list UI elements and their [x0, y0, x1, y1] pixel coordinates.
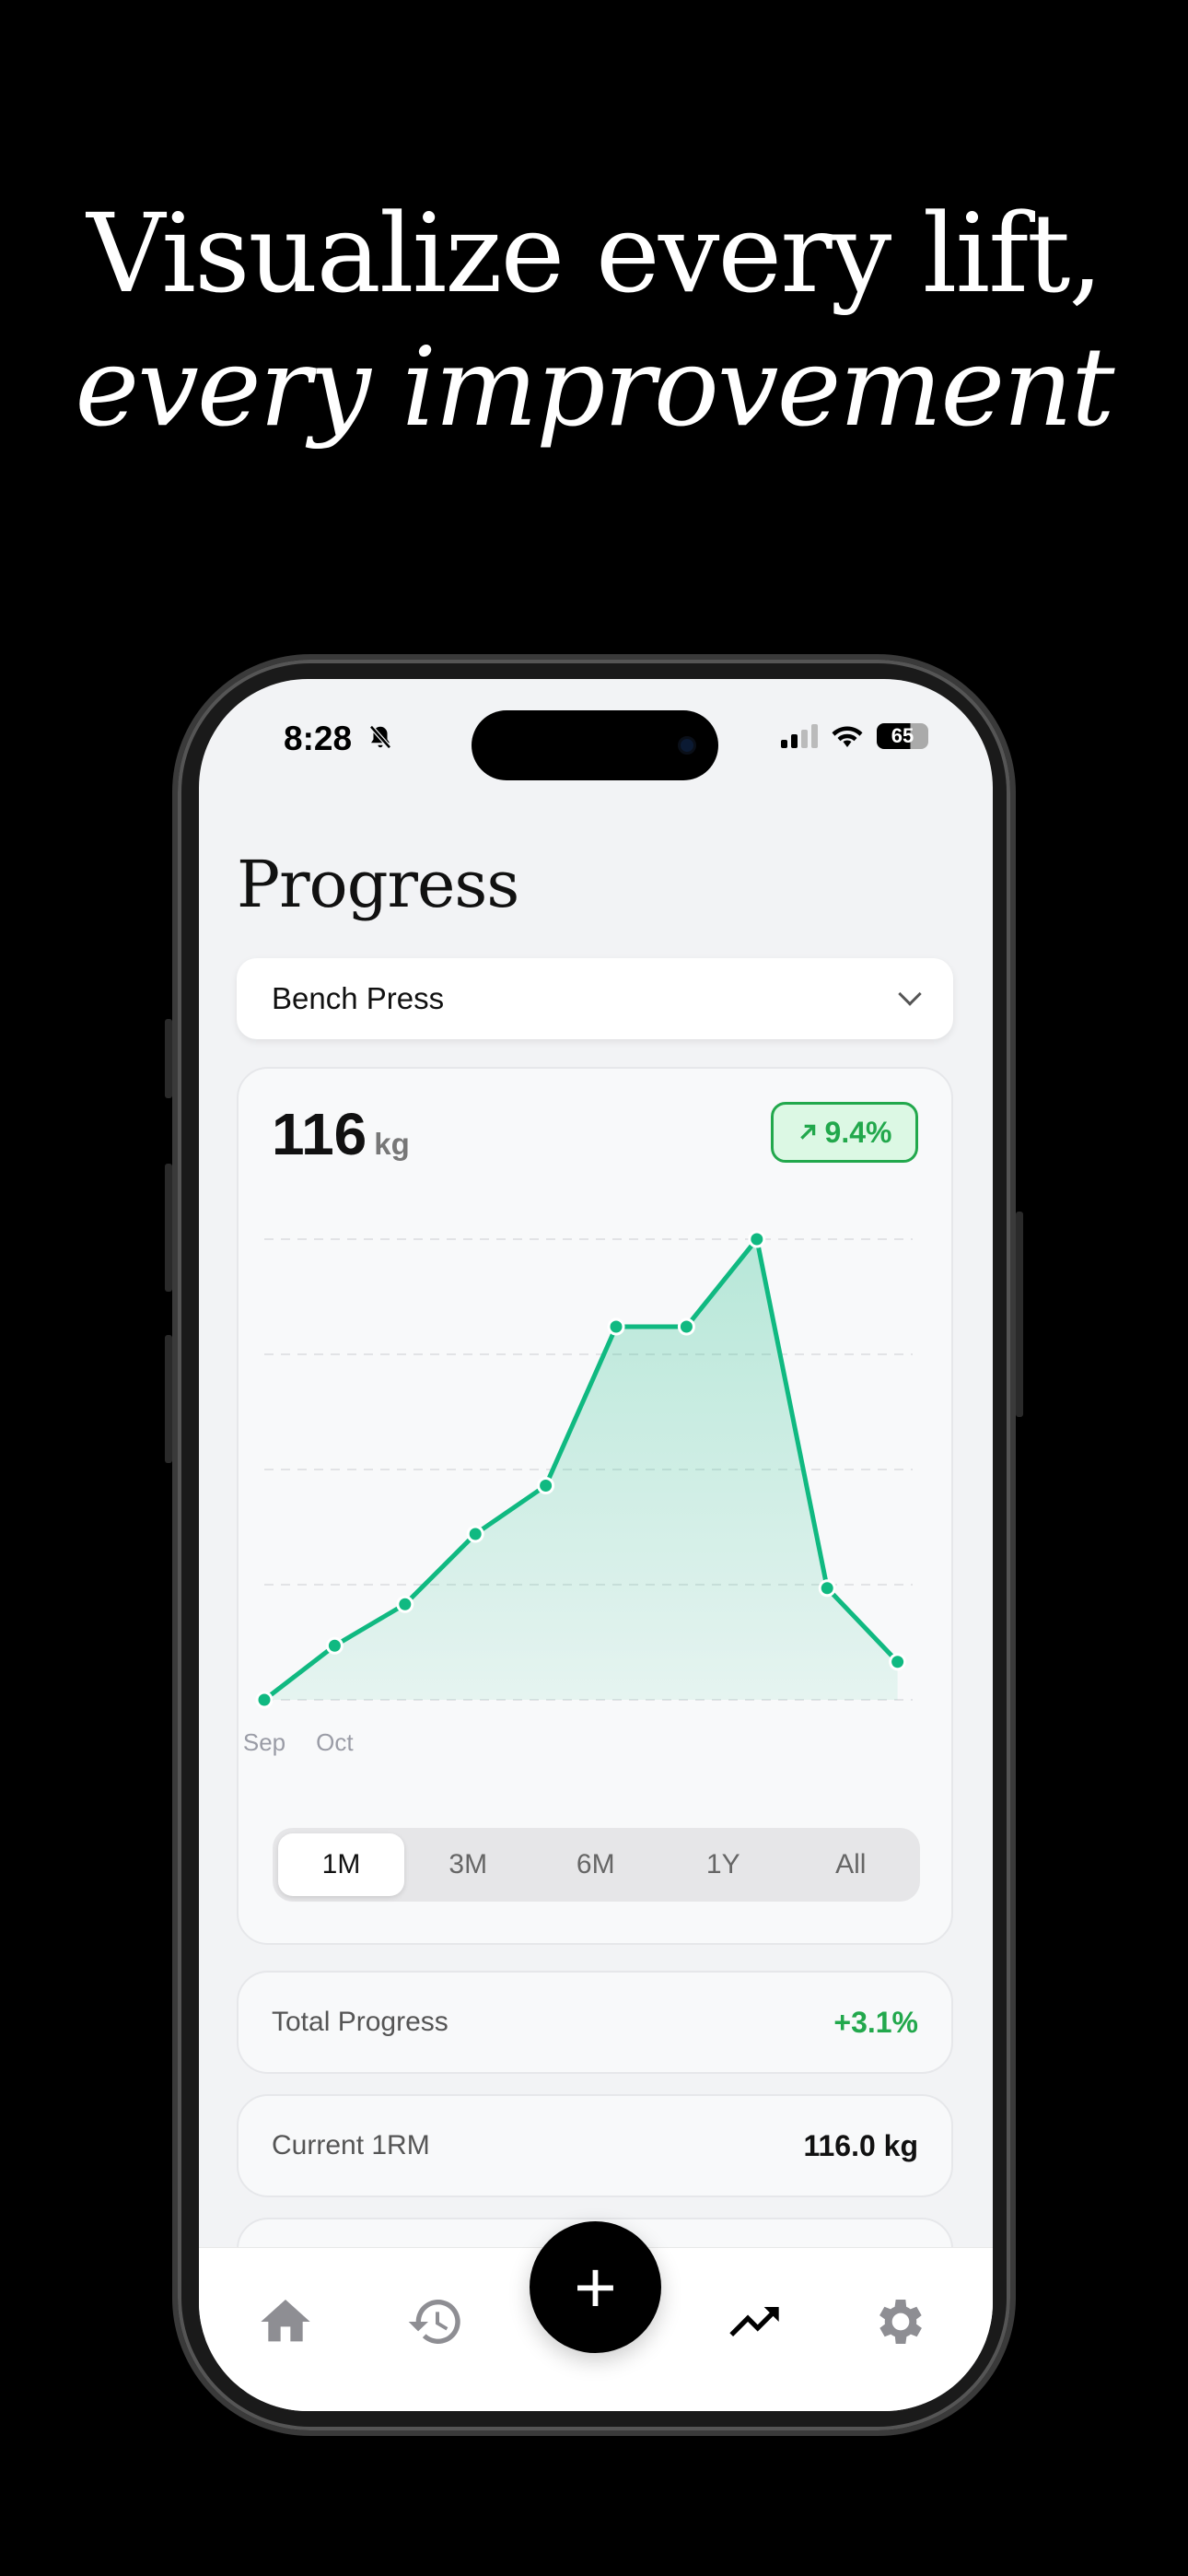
data-point	[255, 1691, 274, 1709]
change-value: 9.4%	[824, 1115, 892, 1149]
progress-icon[interactable]	[725, 2292, 784, 2351]
stat-card: Total Progress +3.1%	[237, 1971, 953, 2074]
change-badge: 9.4%	[771, 1102, 918, 1163]
range-option-1y[interactable]: 1Y	[705, 1849, 740, 1879]
data-point	[466, 1525, 484, 1543]
current-value-number: 116	[272, 1101, 367, 1167]
stat-value: 116.0 kg	[803, 2128, 918, 2162]
chart-card: 116 kg 9.4% Sep Oct 1M 3M 6M 1Y All	[237, 1067, 953, 1945]
x-tick-label: Sep	[243, 1728, 285, 1756]
stat-label: Current 1RM	[272, 2130, 430, 2160]
current-value: 116 kg	[272, 1100, 410, 1168]
range-option-3m[interactable]: 3M	[448, 1849, 488, 1879]
page-title: Progress	[237, 847, 519, 922]
camera-icon	[678, 736, 696, 755]
signal-icon	[781, 724, 818, 748]
data-point	[818, 1579, 836, 1598]
volume-up-button	[165, 1164, 172, 1292]
series-line	[262, 1236, 900, 1702]
battery-icon: 65	[877, 723, 928, 749]
data-point	[889, 1653, 907, 1671]
range-option-1m[interactable]: 1M	[278, 1833, 404, 1896]
range-selector: 1M 3M 6M 1Y All	[273, 1828, 920, 1902]
exercise-select[interactable]: Bench Press	[237, 958, 953, 1039]
data-point	[325, 1636, 344, 1655]
current-value-unit: kg	[374, 1127, 410, 1161]
action-button	[165, 1019, 172, 1098]
progress-chart: Sep Oct	[243, 1230, 913, 1756]
settings-icon[interactable]	[871, 2292, 930, 2351]
chevron-down-icon	[898, 982, 922, 1006]
add-workout-button[interactable]: +	[530, 2221, 661, 2353]
status-time: 8:28	[284, 720, 353, 757]
app-screen: 8:28 65 Progress Bench Press 116 kg 9.4% …	[199, 679, 993, 2411]
history-icon[interactable]	[406, 2292, 465, 2351]
data-point	[677, 1317, 695, 1336]
data-point	[396, 1595, 414, 1613]
exercise-select-value: Bench Press	[272, 981, 445, 1015]
data-point	[607, 1317, 625, 1336]
data-point	[748, 1230, 766, 1248]
home-icon[interactable]	[256, 2292, 315, 2351]
headline-line-1: Visualize every lift,	[87, 190, 1103, 317]
area-fill	[264, 1239, 898, 1700]
x-tick-label: Oct	[316, 1728, 354, 1756]
stat-value: +3.1%	[833, 2005, 918, 2039]
dynamic-island	[472, 710, 718, 780]
wifi-icon	[832, 726, 863, 747]
headline-line-2: every improvement	[75, 323, 1114, 451]
stat-label: Total Progress	[272, 2007, 448, 2037]
stat-card: Current 1RM 116.0 kg	[237, 2094, 953, 2197]
data-point	[537, 1477, 555, 1494]
range-option-6m[interactable]: 6M	[576, 1849, 615, 1879]
arrow-up-right-icon	[799, 1124, 815, 1140]
range-option-all[interactable]: All	[835, 1849, 867, 1879]
bell-slash-icon	[367, 723, 394, 758]
volume-down-button	[165, 1335, 172, 1463]
power-button	[1016, 1212, 1023, 1417]
